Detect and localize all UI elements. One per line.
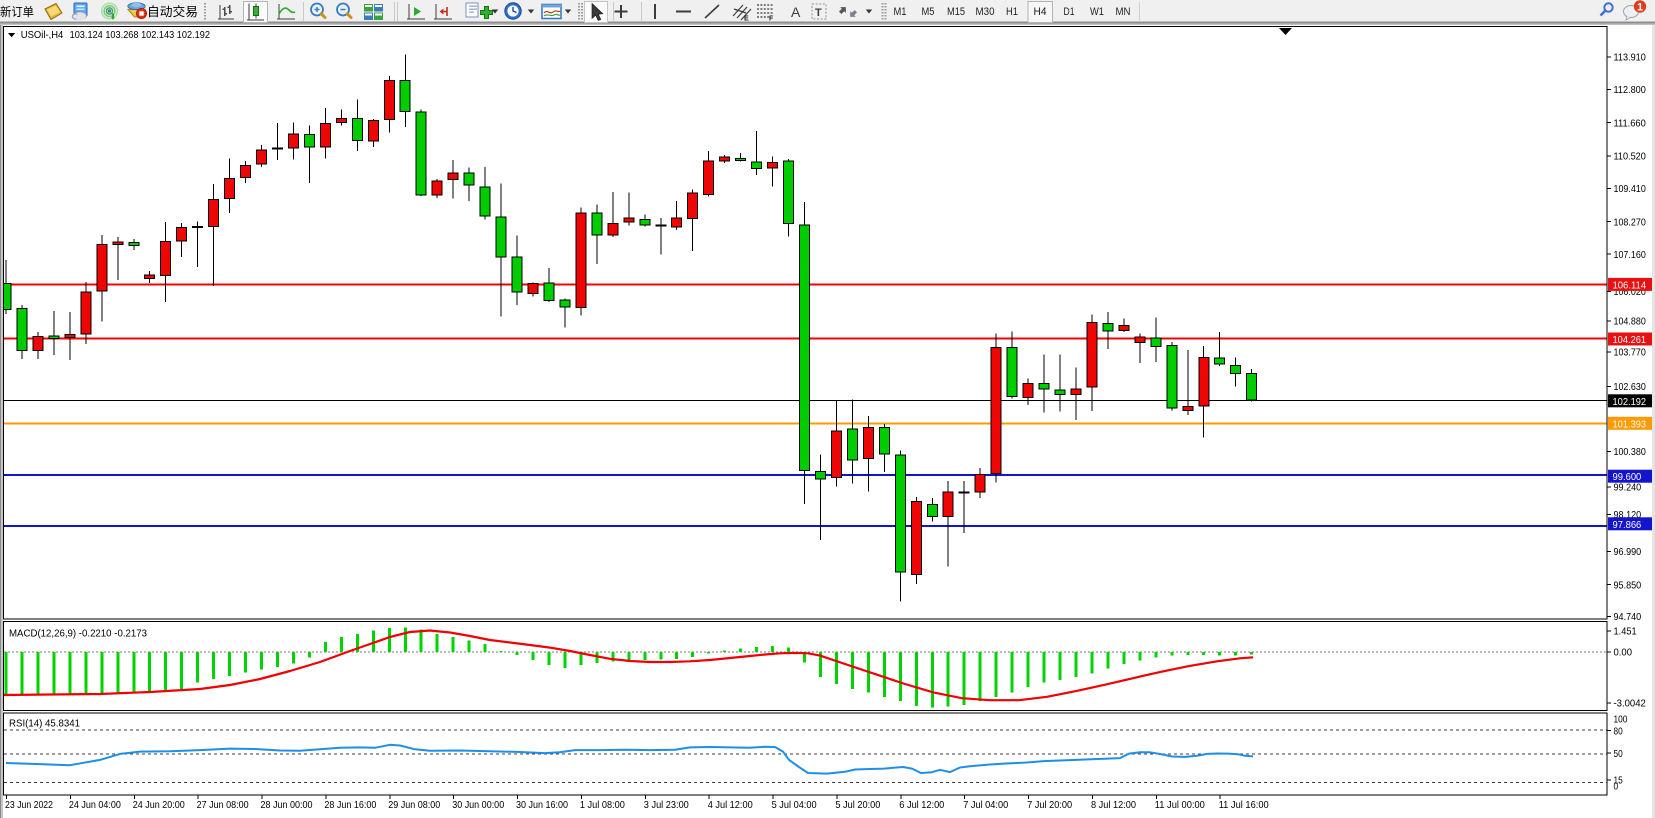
svg-text:94.740: 94.740	[1614, 611, 1642, 623]
svg-text:M5: M5	[922, 6, 935, 18]
svg-text:3 Jul 23:00: 3 Jul 23:00	[644, 799, 689, 811]
svg-text:27 Jun 08:00: 27 Jun 08:00	[197, 799, 249, 811]
svg-text:24 Jun 20:00: 24 Jun 20:00	[133, 799, 185, 811]
svg-text:30 Jun 00:00: 30 Jun 00:00	[452, 799, 504, 811]
svg-text:108.270: 108.270	[1614, 216, 1646, 228]
svg-text:28 Jun 16:00: 28 Jun 16:00	[324, 799, 376, 811]
svg-text:100: 100	[1614, 713, 1628, 725]
svg-text:D1: D1	[1064, 6, 1075, 18]
svg-text:E: E	[744, 16, 749, 23]
svg-text:-3.0042: -3.0042	[1614, 698, 1646, 710]
svg-text:101.393: 101.393	[1613, 418, 1647, 430]
svg-text:F: F	[769, 16, 774, 23]
svg-text:W1: W1	[1090, 6, 1104, 18]
svg-text:109.410: 109.410	[1614, 183, 1646, 195]
svg-text:M30: M30	[976, 6, 995, 18]
svg-text:28 Jun 00:00: 28 Jun 00:00	[261, 799, 313, 811]
svg-text:100.380: 100.380	[1614, 446, 1646, 458]
svg-text:M15: M15	[947, 6, 965, 18]
svg-text:5 Jul 04:00: 5 Jul 04:00	[772, 799, 817, 811]
svg-text:111.660: 111.660	[1614, 117, 1646, 129]
svg-text:107.160: 107.160	[1614, 249, 1646, 261]
svg-text:USOil-,H4: USOil-,H4	[21, 30, 64, 41]
svg-text:T: T	[815, 7, 822, 19]
svg-text:104.261: 104.261	[1613, 334, 1647, 346]
svg-text:50: 50	[1614, 748, 1623, 760]
svg-text:96.990: 96.990	[1614, 546, 1642, 558]
svg-text:6 Jul 12:00: 6 Jul 12:00	[899, 799, 944, 811]
svg-text:11 Jul 16:00: 11 Jul 16:00	[1219, 799, 1269, 811]
svg-text:8 Jul 12:00: 8 Jul 12:00	[1091, 799, 1136, 811]
svg-text:1: 1	[1637, 2, 1643, 14]
svg-text:RSI(14) 45.8341: RSI(14) 45.8341	[9, 718, 80, 730]
svg-text:104.880: 104.880	[1614, 316, 1646, 328]
svg-text:99.240: 99.240	[1614, 482, 1642, 494]
svg-text:新订单: 新订单	[0, 4, 34, 19]
svg-text:MACD(12,26,9) -0.2210 -0.2173: MACD(12,26,9) -0.2210 -0.2173	[9, 628, 147, 640]
svg-text:102.630: 102.630	[1614, 381, 1646, 393]
svg-text:自动交易: 自动交易	[147, 4, 198, 19]
svg-text:0.00: 0.00	[1614, 647, 1633, 659]
svg-text:103.770: 103.770	[1614, 347, 1646, 359]
svg-text:30 Jun 16:00: 30 Jun 16:00	[516, 799, 568, 811]
svg-text:99.600: 99.600	[1613, 471, 1642, 483]
svg-text:7 Jul 04:00: 7 Jul 04:00	[963, 799, 1008, 811]
svg-text:1 Jul 08:00: 1 Jul 08:00	[580, 799, 625, 811]
svg-text:24 Jun 04:00: 24 Jun 04:00	[69, 799, 121, 811]
svg-text:29 Jun 08:00: 29 Jun 08:00	[388, 799, 440, 811]
svg-text:112.800: 112.800	[1614, 84, 1646, 96]
svg-text:15: 15	[1614, 775, 1623, 787]
svg-text:97.866: 97.866	[1613, 519, 1642, 531]
svg-text:0: 0	[1614, 781, 1619, 793]
svg-text:106.114: 106.114	[1613, 279, 1647, 291]
svg-text:H1: H1	[1006, 6, 1018, 18]
svg-text:80: 80	[1614, 725, 1623, 737]
svg-text:23 Jun 2022: 23 Jun 2022	[5, 799, 53, 811]
svg-text:95.850: 95.850	[1614, 579, 1642, 591]
svg-text:102.192: 102.192	[1613, 396, 1647, 408]
svg-text:M1: M1	[894, 6, 907, 18]
svg-text:11 Jul 00:00: 11 Jul 00:00	[1155, 799, 1205, 811]
svg-text:110.520: 110.520	[1614, 151, 1646, 163]
svg-text:5 Jul 20:00: 5 Jul 20:00	[835, 799, 880, 811]
svg-text:H4: H4	[1034, 6, 1047, 18]
svg-text:113.910: 113.910	[1614, 52, 1646, 64]
svg-text:1.451: 1.451	[1614, 626, 1637, 638]
svg-text:A: A	[791, 4, 801, 20]
svg-text:4 Jul 12:00: 4 Jul 12:00	[708, 799, 753, 811]
svg-text:103.124 103.268 102.143 102.19: 103.124 103.268 102.143 102.192	[70, 30, 211, 41]
svg-text:7 Jul 20:00: 7 Jul 20:00	[1027, 799, 1072, 811]
svg-text:MN: MN	[1116, 6, 1131, 18]
